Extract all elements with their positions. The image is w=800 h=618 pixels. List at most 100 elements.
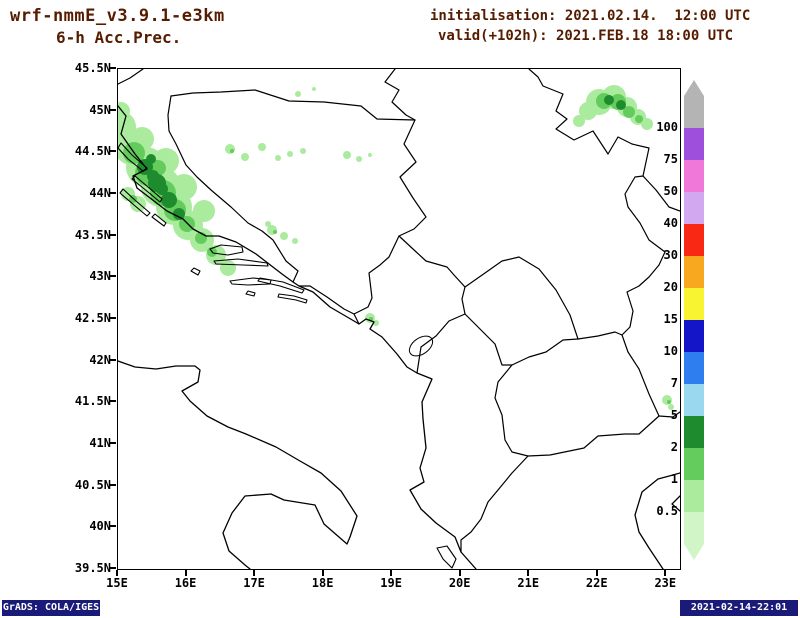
border-bosnia-north-sava xyxy=(170,89,416,121)
colorbar-segment xyxy=(684,320,704,352)
y-tick-mark xyxy=(110,525,116,528)
x-tick-mark xyxy=(253,570,256,576)
border-serbia-romania xyxy=(528,69,650,177)
y-tick-label: 45N xyxy=(89,102,111,117)
x-tick-mark xyxy=(527,570,530,576)
colorbar-tick-label: 0.5 xyxy=(656,504,678,518)
initialisation-time: initialisation: 2021.02.14. 12:00 UTC xyxy=(430,8,751,24)
colorbar-segment xyxy=(684,96,704,128)
y-tick-label: 43.5N xyxy=(74,227,111,242)
colorbar-tick-label: 100 xyxy=(656,120,678,134)
creation-timestamp-stamp: 2021-02-14-22:01 xyxy=(680,600,798,616)
border-bosnia-montenegro xyxy=(353,235,400,315)
y-tick-mark xyxy=(110,150,116,153)
border-croatia-serbia xyxy=(384,69,416,121)
border-macedonia-greece xyxy=(527,415,660,457)
precip-shading-dark xyxy=(137,95,626,220)
colorbar-segment xyxy=(684,256,704,288)
x-tick-mark xyxy=(116,570,118,576)
y-tick-label: 41.5N xyxy=(74,394,111,409)
y-tick-label: 41N xyxy=(89,436,111,450)
colorbar-tick-label: 50 xyxy=(663,184,678,198)
coastline-adriatic-east xyxy=(118,105,477,569)
y-tick-mark xyxy=(110,108,116,111)
border-bulgaria-greece xyxy=(658,411,680,418)
border-kosovo-serbia xyxy=(464,256,579,340)
colorbar-segment xyxy=(684,128,704,160)
y-tick-label: 40N xyxy=(89,519,111,534)
colorbar-tick-label: 1 xyxy=(670,472,678,486)
colorbar-tick-label: 10 xyxy=(663,344,678,358)
border-croatia-bosnia xyxy=(167,95,360,325)
colorbar-bottom-arrow-icon xyxy=(684,544,704,560)
y-tick-mark xyxy=(110,358,116,361)
colorbar-segment xyxy=(684,416,704,448)
y-tick-mark xyxy=(110,67,116,69)
y-tick-label: 44N xyxy=(89,186,111,200)
border-montenegro-kosovo xyxy=(461,286,466,315)
precip-shading-light xyxy=(118,85,674,410)
border-serbia-macedonia xyxy=(577,331,623,340)
border-macedonia-albania xyxy=(494,364,529,457)
border-serbia-montenegro xyxy=(398,235,466,288)
x-tick-mark xyxy=(595,570,598,576)
border-bulgaria-romania-danube xyxy=(642,175,680,212)
x-tick-mark xyxy=(664,570,667,576)
map-svg xyxy=(118,69,680,569)
x-tick-mark xyxy=(184,570,187,576)
x-tick-mark xyxy=(321,570,324,576)
colorbar-segment xyxy=(684,512,704,544)
border-albania-greece xyxy=(460,455,529,553)
y-tick-mark xyxy=(110,442,116,444)
x-tick-mark xyxy=(390,570,393,576)
y-tick-mark xyxy=(110,317,116,319)
y-tick-mark xyxy=(110,567,116,569)
y-tick-label: 44.5N xyxy=(74,144,111,159)
valid-time: valid(+102h): 2021.FEB.18 18:00 UTC xyxy=(438,28,734,44)
x-tick-mark xyxy=(458,570,461,576)
border-serbia-bulgaria xyxy=(621,175,666,336)
x-tick-label: 22E xyxy=(585,576,608,590)
colorbar-tick-label: 5 xyxy=(670,408,678,422)
colorbar-tick-label: 75 xyxy=(663,152,678,166)
coastline-italy xyxy=(118,360,358,569)
colorbar-tick-label: 30 xyxy=(663,248,678,262)
colorbar-segment xyxy=(684,352,704,384)
border-kosovo-albania xyxy=(464,313,513,366)
x-tick-label: 15E xyxy=(106,576,128,590)
y-tick-label: 39.5N xyxy=(74,561,111,575)
x-tick-label: 16E xyxy=(174,576,197,590)
y-tick-label: 42.5N xyxy=(74,311,111,325)
colorbar-tick-label: 15 xyxy=(663,312,678,326)
y-tick-label: 45.5N xyxy=(74,61,111,75)
colorbar-segment xyxy=(684,480,704,512)
colorbar-segment xyxy=(684,448,704,480)
colorbar-legend: 100 75 50 40 30 20 15 10 7 5 2 1 0.5 xyxy=(600,80,712,585)
adriatic-islands xyxy=(118,142,457,569)
colorbar-tick-label: 7 xyxy=(670,376,678,390)
colorbar-tick-label: 40 xyxy=(663,216,678,230)
colorbar-segment xyxy=(684,192,704,224)
y-tick-mark xyxy=(110,400,116,403)
colorbar-segment xyxy=(684,288,704,320)
y-tick-label: 40.5N xyxy=(74,477,111,492)
y-tick-mark xyxy=(110,275,116,278)
y-tick-mark xyxy=(110,192,116,194)
border-slovenia-croatia xyxy=(118,69,144,85)
colorbar-tick-label: 2 xyxy=(670,440,678,454)
colorbar-segment xyxy=(684,224,704,256)
y-tick-mark xyxy=(110,233,116,236)
border-montenegro-albania xyxy=(416,313,466,374)
border-kosovo-macedonia xyxy=(511,338,579,366)
lake-skadar xyxy=(408,335,434,357)
x-tick-label: 23E xyxy=(654,576,677,590)
x-tick-label: 18E xyxy=(311,576,334,590)
coastline-greece xyxy=(634,472,680,569)
map-plot-area xyxy=(117,68,681,570)
border-bosnia-serbia-drina xyxy=(398,119,427,237)
product-title: 6-h Acc.Prec. xyxy=(56,28,182,47)
colorbar-tick-label: 20 xyxy=(663,280,678,294)
x-tick-label: 21E xyxy=(517,576,540,590)
x-tick-label: 20E xyxy=(448,576,471,590)
